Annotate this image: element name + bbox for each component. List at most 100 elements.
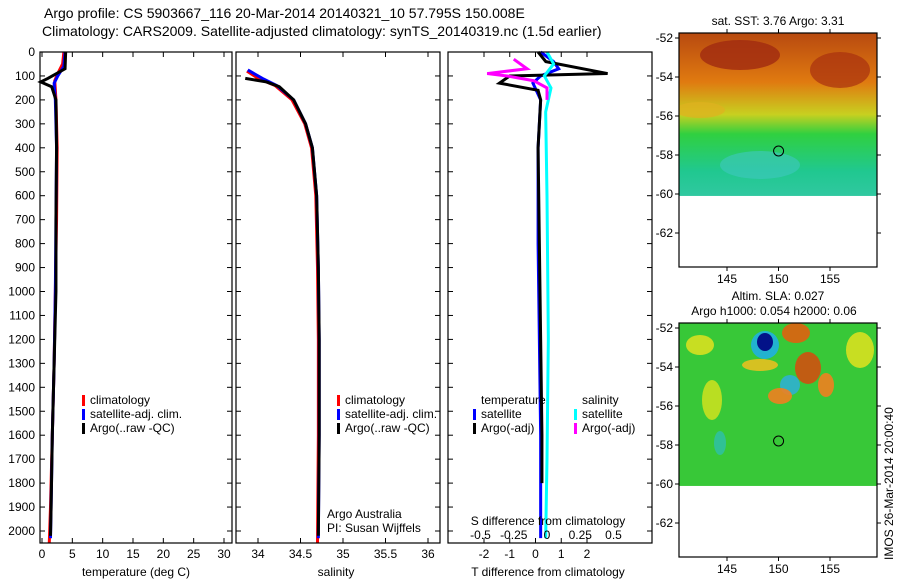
- depth-tick-label: 400: [15, 141, 35, 155]
- temperature-series-argo-raw-qc-: [37, 51, 68, 536]
- temp-diff-legend-swatch: [473, 423, 476, 434]
- temperature-legend-swatch: [82, 409, 85, 420]
- sla-map-argo-marker: [773, 435, 785, 447]
- depth-tick-label: 1000: [8, 285, 35, 299]
- depth-tick-label: 2000: [8, 524, 35, 538]
- temperature-legend-swatch: [82, 395, 85, 406]
- temperature-xtick-label: 0: [39, 547, 46, 561]
- title-line-2: Climatology: CARS2009. Satellite-adjuste…: [42, 23, 602, 39]
- temperature-xtick-label: 5: [69, 547, 76, 561]
- depth-tick-label: 1400: [8, 380, 35, 394]
- sal-diff-legend-label: satellite: [582, 407, 623, 421]
- s-diff-tick-label: -0.25: [500, 528, 528, 542]
- difference-series-salinity-argo-adj-: [486, 57, 549, 100]
- temperature-xtick-label: 20: [157, 547, 171, 561]
- salinity-panel-frame: [235, 51, 441, 544]
- s-diff-label: S difference from climatology: [471, 514, 626, 528]
- sst-map-title: sat. SST: 3.76 Argo: 3.31: [712, 14, 845, 28]
- depth-tick-label: 1900: [8, 500, 35, 514]
- sal-diff-legend-label: Argo(-adj): [582, 421, 635, 435]
- depth-tick-label: 1100: [9, 308, 35, 322]
- temp-diff-legend-label: Argo(-adj): [481, 421, 534, 435]
- sst-map-argo-marker: [773, 145, 785, 157]
- s-diff-tick-label: 0.5: [605, 528, 622, 542]
- salinity-xtick-label: 36: [421, 547, 435, 561]
- sla-map-ytick-label: -52: [656, 321, 674, 335]
- depth-tick-label: 1200: [8, 332, 35, 346]
- sla-map-ytick-label: -54: [656, 360, 674, 374]
- temp-legend-title: temperature: [481, 393, 546, 407]
- temperature-legend-label: Argo(..raw -QC): [90, 421, 175, 435]
- title-line-1: Argo profile: CS 5903667_116 20-Mar-2014…: [44, 5, 525, 21]
- pi-label: PI: Susan Wijffels: [327, 521, 421, 535]
- sst-map-ytick-label: -60: [656, 187, 674, 201]
- sla-map-xtick-label: 155: [820, 562, 840, 576]
- salinity-legend-label: satellite-adj. clim.: [345, 407, 437, 421]
- difference-panel-frame: [447, 51, 653, 544]
- salinity-legend-label: Argo(..raw -QC): [345, 421, 430, 435]
- salinity-legend-swatch: [337, 409, 340, 420]
- depth-tick-label: 700: [15, 213, 35, 227]
- depth-tick-label: 900: [15, 261, 35, 275]
- depth-tick-label: 100: [15, 69, 35, 83]
- salinity-xlabel: salinity: [318, 565, 355, 579]
- s-diff-tick-label: 0: [544, 528, 551, 542]
- sla-map-heatmap: [679, 323, 877, 486]
- temperature-legend-label: climatology: [90, 393, 150, 407]
- sla-map-ytick-label: -56: [656, 399, 674, 413]
- salinity-series-argo-raw-qc-: [244, 76, 321, 536]
- sla-map-subtitle: Argo h1000: 0.054 h2000: 0.06: [691, 304, 857, 318]
- sst-map-ytick-label: -56: [656, 109, 674, 123]
- depth-tick-label: 500: [15, 165, 35, 179]
- temperature-xtick-label: 15: [126, 547, 140, 561]
- depth-tick-label: 1300: [8, 356, 35, 370]
- sst-map-heatmap: [679, 33, 877, 196]
- sst-map-ytick-label: -58: [656, 148, 674, 162]
- sst-map-ytick-label: -52: [656, 31, 674, 45]
- salinity-xtick-label: 34: [251, 547, 265, 561]
- t-diff-xtick-label: 0: [532, 547, 539, 561]
- sla-map-ytick-label: -58: [656, 438, 674, 452]
- t-diff-xtick-label: -2: [479, 547, 490, 561]
- temperature-panel-frame: [39, 51, 233, 544]
- sla-map-ytick-label: -60: [656, 477, 674, 491]
- t-diff-xtick-label: 2: [584, 547, 591, 561]
- institution-label: Argo Australia: [327, 507, 402, 521]
- sst-map-xtick-label: 150: [768, 272, 788, 286]
- temp-diff-legend-swatch: [473, 409, 476, 420]
- s-diff-tick-label: 0.25: [569, 528, 593, 542]
- depth-tick-label: 1700: [8, 452, 35, 466]
- sst-map-ytick-label: -62: [656, 226, 674, 240]
- t-diff-xtick-label: 1: [558, 547, 565, 561]
- depth-tick-label: 800: [15, 237, 35, 251]
- sst-map-ytick-label: -54: [656, 70, 674, 84]
- sal-diff-legend-swatch: [574, 409, 577, 420]
- temperature-legend-label: satellite-adj. clim.: [90, 407, 182, 421]
- depth-tick-label: 0: [28, 45, 35, 59]
- salinity-xtick-label: 34.5: [289, 547, 313, 561]
- sla-map-title: Altim. SLA: 0.027: [732, 289, 825, 303]
- depth-tick-label: 1600: [8, 428, 35, 442]
- difference-series-salinity-satellite: [542, 51, 556, 539]
- sst-map-xtick-label: 145: [717, 272, 737, 286]
- temp-diff-legend-label: satellite: [481, 407, 522, 421]
- temperature-xtick-label: 25: [187, 547, 201, 561]
- depth-tick-label: 1800: [8, 476, 35, 490]
- difference-series-temperature-argo-adj-: [495, 51, 608, 484]
- sla-map-xtick-label: 150: [768, 562, 788, 576]
- salinity-legend-label: climatology: [345, 393, 405, 407]
- temperature-legend-swatch: [82, 423, 85, 434]
- imos-timestamp: IMOS 26-Mar-2014 20:00:40: [882, 407, 896, 560]
- sla-map-ytick-label: -62: [656, 516, 674, 530]
- salinity-xtick-label: 35.5: [374, 547, 398, 561]
- s-diff-tick-label: -0.5: [470, 528, 491, 542]
- sal-diff-legend-swatch: [574, 423, 577, 434]
- depth-tick-label: 200: [15, 93, 35, 107]
- depth-tick-label: 300: [15, 117, 35, 131]
- depth-tick-label: 1500: [8, 404, 35, 418]
- salinity-legend-swatch: [337, 395, 340, 406]
- salinity-series-climatology: [246, 69, 320, 543]
- depth-tick-label: 600: [15, 189, 35, 203]
- sal-legend-title: salinity: [582, 393, 619, 407]
